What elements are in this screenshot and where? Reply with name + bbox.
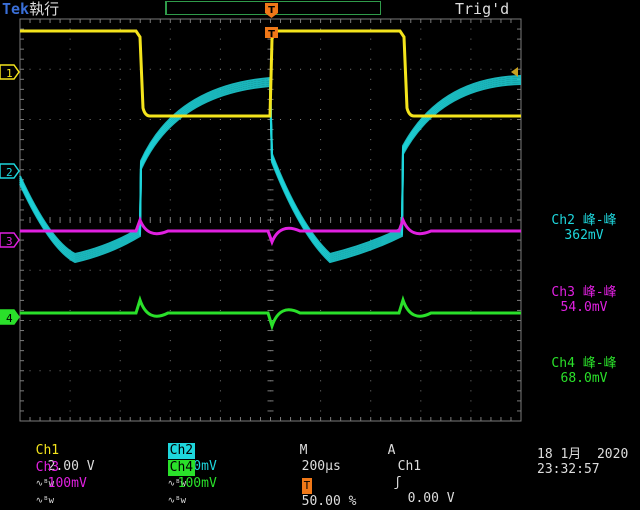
ch2-waveform	[19, 75, 522, 264]
trigger-position-marker[interactable]: T T	[265, 3, 278, 40]
measurement-label: Ch4 峰-峰	[551, 356, 617, 371]
instrument-brand: Tek執行	[2, 1, 59, 17]
measurement-value: 54.0mV	[560, 300, 608, 315]
measurement-value: 362mV	[564, 228, 604, 243]
ch1-waveform	[20, 29, 521, 118]
measurement-value: 68.0mV	[560, 371, 608, 386]
trigger-mode: A	[387, 443, 396, 458]
trigger-status: Trig'd	[455, 0, 510, 18]
svg-text:T: T	[268, 5, 275, 16]
ch3-label: Ch3	[35, 460, 60, 475]
scope-display[interactable]: T T 1 2 3 4	[0, 0, 640, 480]
svg-text:1: 1	[6, 67, 13, 80]
trigger-position-icon: T	[301, 478, 313, 494]
timebase-label: M	[299, 443, 308, 458]
bandwidth-limit-icon: ∿ᴮw	[167, 496, 187, 506]
ch4-scale: 100mV	[177, 476, 217, 491]
ch1-scale: 2.00 V	[47, 459, 95, 474]
ch3-scale-readout[interactable]: Ch3 100mV ∿ᴮw	[20, 444, 87, 509]
trigger-source: Ch1	[397, 459, 422, 474]
measurement-ch3-pk2pk: Ch3 峰-峰 54.0mV	[529, 285, 639, 315]
ch1-label: Ch1	[35, 443, 60, 458]
svg-text:3: 3	[6, 235, 13, 248]
trigger-level-icon[interactable]	[511, 67, 518, 77]
ch4-waveform	[20, 295, 521, 331]
svg-text:2: 2	[6, 166, 13, 179]
timebase-value: 200µs	[301, 459, 341, 474]
ch1-ground-marker[interactable]: 1	[0, 64, 20, 80]
trigger-delay-marker: T	[268, 29, 275, 40]
ch3-waveform	[20, 215, 521, 247]
svg-text:4: 4	[6, 312, 13, 325]
trigger-position-value: 50.00 %	[301, 494, 357, 509]
rising-edge-icon: ʃ	[393, 475, 402, 490]
trigger-readout[interactable]: A Ch1 ʃ 0.00 V	[372, 427, 455, 507]
ch2-ground-marker[interactable]: 2	[0, 163, 20, 179]
ch4-ground-marker[interactable]: 4	[0, 309, 20, 325]
ch4-label: Ch4	[167, 460, 196, 476]
brand-logo: Tek	[2, 0, 30, 18]
acquisition-state: 執行	[29, 0, 60, 18]
ch3-scale: 100mV	[47, 476, 87, 491]
trigger-level: 0.00 V	[407, 491, 455, 506]
measurement-label: Ch2 峰-峰	[551, 213, 617, 228]
trigger-position-readout[interactable]: T 50.00 %	[286, 462, 356, 510]
ch4-scale-readout[interactable]: Ch4 100mV ∿ᴮw	[152, 444, 217, 509]
measurement-ch2-pk2pk: Ch2 峰-峰 362mV	[529, 213, 639, 243]
ch2-label: Ch2	[167, 443, 196, 459]
waveform-area	[19, 29, 522, 331]
time-readout: 23:32:57	[537, 462, 600, 477]
bandwidth-limit-icon: ∿ᴮw	[35, 496, 55, 506]
measurement-ch4-pk2pk: Ch4 峰-峰 68.0mV	[529, 356, 639, 386]
measurement-label: Ch3 峰-峰	[551, 285, 617, 300]
timebase-readout[interactable]: M 200µs	[284, 427, 341, 475]
ch3-ground-marker[interactable]: 3	[0, 232, 20, 248]
date-readout: 18 1月 2020	[537, 447, 629, 462]
